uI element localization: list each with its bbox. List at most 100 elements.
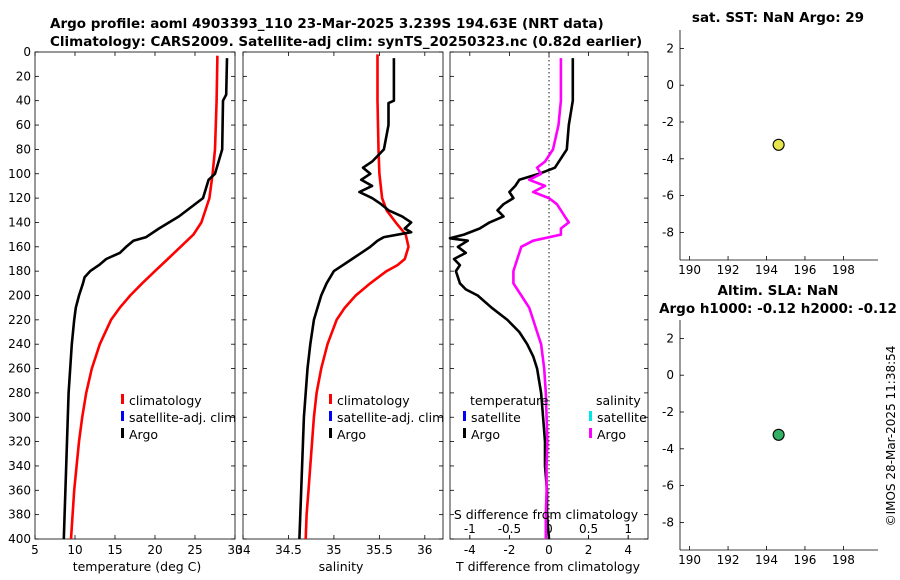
legend-satellite-adj-label: satellite-adj. clim bbox=[129, 410, 236, 425]
profile-title: Argo profile: aoml 4903393_110 23-Mar-20… bbox=[50, 16, 604, 32]
legend-s-argo-swatch bbox=[589, 428, 592, 438]
y-tick-label: 340 bbox=[8, 459, 31, 473]
y-tick-label: 320 bbox=[8, 435, 31, 449]
climatology-salinity-line bbox=[304, 54, 410, 540]
map-x-tick-label: 198 bbox=[832, 553, 855, 567]
y-tick-label: 280 bbox=[8, 386, 31, 400]
x-tick-label: 35.5 bbox=[366, 543, 393, 557]
map-y-tick-label: -6 bbox=[662, 479, 674, 493]
s-tick-label: -0.5 bbox=[498, 522, 521, 536]
s-tick-label: 1 bbox=[624, 522, 632, 536]
y-tick-label: 220 bbox=[8, 313, 31, 327]
legend-salinity-title: salinity bbox=[596, 393, 641, 408]
salinity-panel: 34 34.5 35 35.5 36 climatology satellite-adj. … bbox=[235, 51, 444, 557]
legend-argo-swatch bbox=[121, 428, 124, 438]
y-tick-label: 360 bbox=[8, 483, 31, 497]
temperature-xlabel: temperature (deg C) bbox=[73, 559, 202, 574]
x-tick-label: 34 bbox=[235, 543, 250, 557]
sla-marker bbox=[772, 428, 785, 441]
y-tick-label: 260 bbox=[8, 362, 31, 376]
difference-panel: -4 -2 0 2 4-1 -0.5 0 0.5 1temperaturesatelliteAr… bbox=[448, 51, 649, 557]
sst-map-panel: -8 -6 -4 -2 0 2 190 192 194 196 198 bbox=[662, 30, 878, 277]
legend-satellite-adj-swatch bbox=[121, 411, 124, 421]
x-tick-label: 4 bbox=[624, 543, 632, 557]
x-tick-label: 5 bbox=[31, 543, 39, 557]
argo-salinity-line bbox=[298, 58, 413, 540]
sla-title-line1: Altim. SLA: NaN bbox=[718, 283, 839, 299]
y-tick-label: 140 bbox=[8, 215, 31, 229]
map-y-tick-label: -2 bbox=[662, 115, 674, 129]
y-tick-label: 40 bbox=[16, 94, 31, 108]
argo-s-difference-line bbox=[512, 58, 571, 539]
map-y-tick-label: -4 bbox=[662, 152, 674, 166]
map-x-tick-label: 192 bbox=[717, 263, 740, 277]
s-tick-label: -1 bbox=[464, 522, 476, 536]
map-y-tick-label: -8 bbox=[662, 225, 674, 239]
s-difference-xlabel: S difference from climatology bbox=[454, 507, 639, 522]
legend-climatology-swatch bbox=[329, 394, 332, 404]
t-difference-xlabel: T difference from climatology bbox=[455, 559, 641, 574]
map-y-tick-label: -4 bbox=[662, 442, 674, 456]
y-tick-label: 80 bbox=[16, 142, 31, 156]
legend-t-satellite-swatch bbox=[463, 411, 466, 421]
x-tick-label: 36 bbox=[417, 543, 432, 557]
map-y-tick-label: 2 bbox=[666, 331, 674, 345]
sla-map-panel: -8 -6 -4 -2 0 2 190 192 194 196 198 bbox=[662, 320, 878, 567]
x-tick-label: 10 bbox=[67, 543, 82, 557]
map-x-tick-label: 192 bbox=[717, 553, 740, 567]
legend-temperature-title: temperature bbox=[470, 393, 549, 408]
argo-t-difference-line bbox=[448, 58, 575, 540]
legend-s-argo-label: Argo bbox=[597, 427, 626, 442]
map-x-tick-label: 194 bbox=[755, 553, 778, 567]
map-x-tick-label: 190 bbox=[678, 553, 701, 567]
y-tick-label: 400 bbox=[8, 532, 31, 546]
x-tick-label: 0 bbox=[545, 543, 553, 557]
map-y-tick-label: 0 bbox=[666, 78, 674, 92]
imos-timestamp: ©IMOS 28-Mar-2025 11:38:54 bbox=[884, 346, 898, 527]
map-x-tick-label: 194 bbox=[755, 263, 778, 277]
y-tick-label: 20 bbox=[16, 69, 31, 83]
y-tick-label: 120 bbox=[8, 191, 31, 205]
sla-title-line2: Argo h1000: -0.12 h2000: -0.12 bbox=[659, 301, 897, 317]
salinity-xlabel: salinity bbox=[319, 559, 364, 574]
map-y-tick-label: 0 bbox=[666, 368, 674, 382]
x-tick-label: -4 bbox=[464, 543, 476, 557]
sst-title: sat. SST: NaN Argo: 29 bbox=[692, 10, 864, 26]
legend-satellite-adj-label: satellite-adj. clim bbox=[337, 410, 444, 425]
y-tick-label: 180 bbox=[8, 264, 31, 278]
legend-argo-swatch bbox=[329, 428, 332, 438]
climatology-temperature-line bbox=[69, 55, 219, 540]
legend-t-satellite-label: satellite bbox=[471, 410, 521, 425]
legend-s-satellite-swatch bbox=[589, 411, 592, 421]
map-y-tick-label: -6 bbox=[662, 189, 674, 203]
y-tick-label: 0 bbox=[23, 45, 31, 59]
legend-climatology-label: climatology bbox=[129, 393, 202, 408]
x-tick-label: 30 bbox=[227, 543, 242, 557]
x-tick-label: 20 bbox=[147, 543, 162, 557]
axes-frame bbox=[242, 51, 444, 540]
map-y-tick-label: -8 bbox=[662, 515, 674, 529]
x-tick-label: 25 bbox=[187, 543, 202, 557]
y-tick-label: 160 bbox=[8, 240, 31, 254]
map-y-tick-label: -2 bbox=[662, 405, 674, 419]
map-x-tick-label: 198 bbox=[832, 263, 855, 277]
x-tick-label: 35 bbox=[326, 543, 341, 557]
sst-marker bbox=[772, 138, 785, 151]
legend-t-argo-label: Argo bbox=[471, 427, 500, 442]
legend-climatology-swatch bbox=[121, 394, 124, 404]
y-tick-label: 100 bbox=[8, 167, 31, 181]
legend-t-argo-swatch bbox=[463, 428, 466, 438]
x-tick-label: 34.5 bbox=[275, 543, 302, 557]
x-tick-label: 2 bbox=[585, 543, 593, 557]
x-tick-label: 15 bbox=[107, 543, 122, 557]
climatology-title: Climatology: CARS2009. Satellite-adj cli… bbox=[50, 34, 642, 50]
y-tick-label: 200 bbox=[8, 289, 31, 303]
legend-satellite-adj-swatch bbox=[329, 411, 332, 421]
y-tick-label: 300 bbox=[8, 410, 31, 424]
y-tick-label: 60 bbox=[16, 118, 31, 132]
argo-temperature-line bbox=[62, 58, 229, 540]
y-tick-label: 240 bbox=[8, 337, 31, 351]
map-x-tick-label: 196 bbox=[793, 263, 816, 277]
legend-argo-label: Argo bbox=[129, 427, 158, 442]
